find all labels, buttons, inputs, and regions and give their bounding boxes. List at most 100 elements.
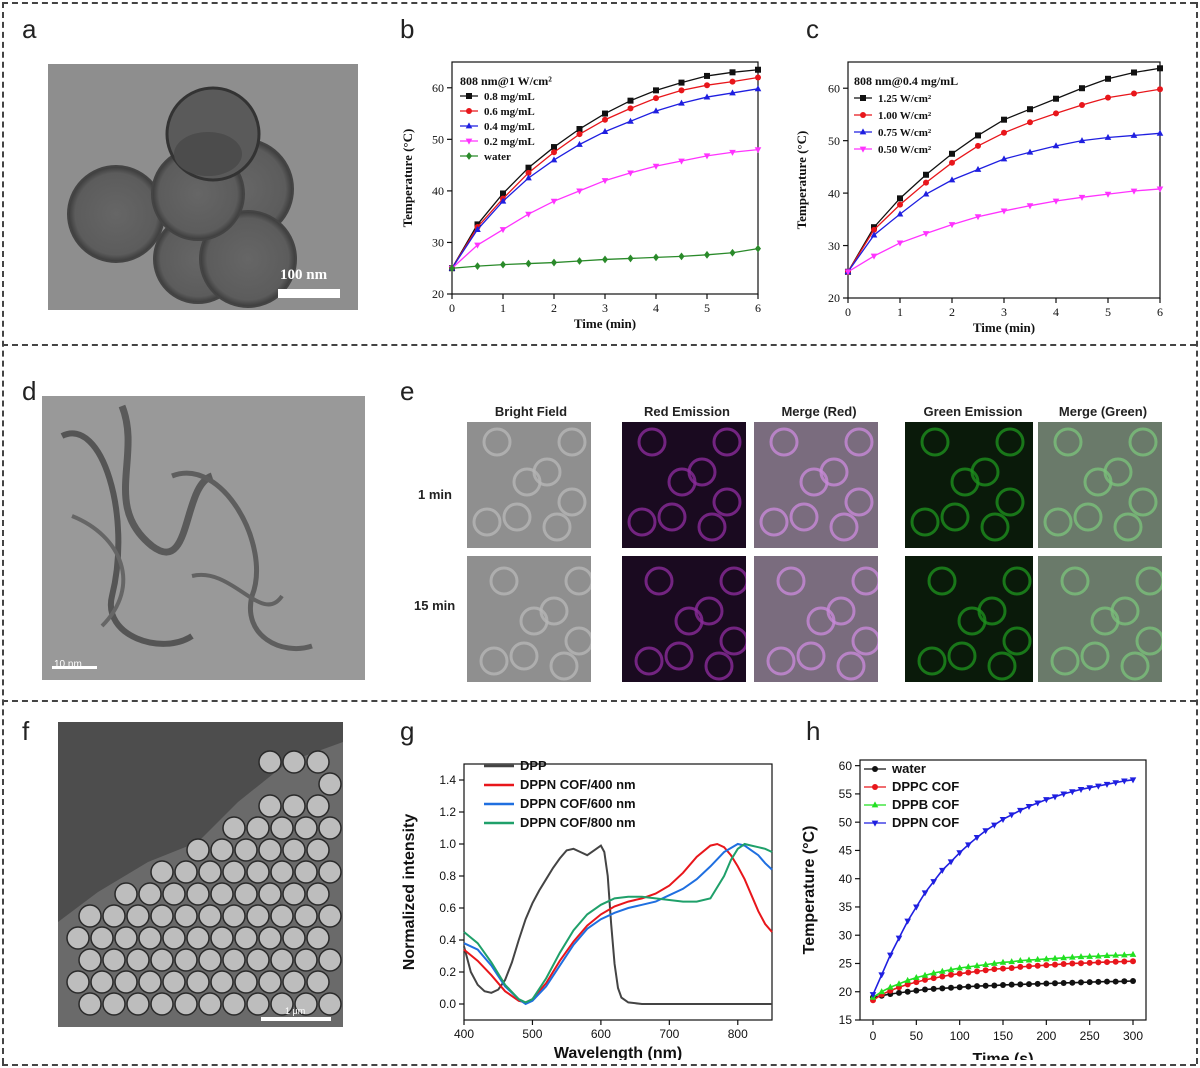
row-label-15-min: 15 min xyxy=(414,598,456,613)
legend-label: 1.25 W/cm² xyxy=(878,93,932,105)
y-tick-label: 45 xyxy=(839,844,853,858)
sem-sphere xyxy=(282,750,306,774)
cell xyxy=(1128,427,1158,457)
sem-sphere xyxy=(186,882,210,906)
data-point xyxy=(939,985,946,992)
data-point xyxy=(1043,797,1050,804)
cell xyxy=(1080,641,1110,671)
data-point xyxy=(1027,106,1033,113)
cell xyxy=(980,512,1010,542)
panel-letter-a: a xyxy=(22,14,37,44)
col-label-green-emission: Green Emission xyxy=(923,404,1023,419)
data-point xyxy=(975,142,981,149)
cell xyxy=(776,566,806,596)
data-point xyxy=(1025,803,1033,810)
cell xyxy=(637,427,667,457)
sem-sphere xyxy=(78,992,102,1016)
data-point xyxy=(1052,980,1058,987)
data-point xyxy=(896,240,904,247)
cell xyxy=(851,626,878,656)
y-tick-label: 30 xyxy=(828,239,840,253)
y-tick-label: 30 xyxy=(839,928,853,942)
sem-sphere xyxy=(138,970,162,994)
data-point xyxy=(754,85,762,92)
cell xyxy=(667,467,697,497)
legend-label: 0.4 mg/mL xyxy=(484,121,535,133)
data-point xyxy=(1157,86,1163,93)
cell xyxy=(664,641,694,671)
x-tick-label: 4 xyxy=(1053,305,1059,319)
data-point xyxy=(678,99,685,106)
data-point xyxy=(1000,965,1006,972)
data-point xyxy=(999,958,1007,965)
data-point xyxy=(1078,194,1086,201)
sem-spheres-drawing xyxy=(58,722,343,1027)
data-point xyxy=(474,262,481,271)
data-point xyxy=(991,966,998,973)
data-point xyxy=(844,269,852,276)
legend-label: DPPC COF xyxy=(892,779,959,794)
x-tick-label: 400 xyxy=(454,1027,474,1041)
data-point xyxy=(878,972,885,979)
legend-label: DPPN COF/800 nm xyxy=(520,815,636,830)
y-axis-label: Normalized intensity xyxy=(401,814,418,971)
cell xyxy=(789,502,819,532)
legend-label: 0.8 mg/mL xyxy=(484,91,535,103)
col-label-red-emission: Red Emission xyxy=(644,404,730,419)
legend-label: 0.75 W/cm² xyxy=(878,127,932,139)
data-point xyxy=(975,132,981,139)
data-point xyxy=(922,231,930,238)
data-point xyxy=(1130,958,1136,965)
data-point xyxy=(1086,959,1093,966)
sem-sphere xyxy=(234,926,258,950)
data-point xyxy=(525,169,532,176)
y-tick-label: 0.4 xyxy=(439,933,456,947)
y-tick-label: 50 xyxy=(839,815,853,829)
sem-sphere xyxy=(246,860,270,884)
sem-sphere xyxy=(258,750,282,774)
cell xyxy=(987,651,1017,681)
x-tick-label: 6 xyxy=(1157,305,1163,319)
sem-sphere xyxy=(114,970,138,994)
data-point xyxy=(1121,958,1128,965)
chart-g: 400 500 600 700 800 0.0 0.2 0.4 0.6 0.8 1.0 1.2 1.4 W… xyxy=(401,758,773,1060)
data-point xyxy=(653,95,659,102)
plot-area-frame xyxy=(463,763,773,1021)
legend-label: water xyxy=(484,151,511,163)
data-point xyxy=(1043,980,1050,987)
x-tick-label: 3 xyxy=(602,301,608,315)
confocal-image-0-1 xyxy=(467,556,591,682)
confocal-cells xyxy=(479,566,591,681)
cell xyxy=(1083,467,1113,497)
data-point xyxy=(1078,979,1084,986)
data-point xyxy=(948,176,956,183)
sem-sphere xyxy=(270,904,294,928)
data-point xyxy=(652,163,660,170)
scale-bar-label-a: 100 nm xyxy=(280,267,328,283)
cell xyxy=(512,467,542,497)
confocal-image-4-0 xyxy=(1038,422,1162,548)
legend-label: DPPN COF xyxy=(892,815,959,830)
sem-sphere xyxy=(246,816,270,840)
sem-sphere xyxy=(174,860,198,884)
data-point xyxy=(627,105,634,112)
data-point xyxy=(1130,131,1138,138)
panel-letter-f: f xyxy=(22,716,30,746)
data-point xyxy=(1079,102,1085,109)
data-point xyxy=(1069,789,1076,796)
sem-sphere xyxy=(138,882,162,906)
data-point xyxy=(870,253,878,260)
legend-marker xyxy=(871,820,879,827)
cell xyxy=(482,427,512,457)
x-tick-label: 2 xyxy=(949,305,955,319)
data-point xyxy=(1043,962,1050,969)
y-tick-label: 20 xyxy=(432,287,444,301)
data-point xyxy=(449,264,455,273)
sem-sphere xyxy=(270,860,294,884)
data-point xyxy=(499,227,507,234)
data-point xyxy=(1131,69,1137,76)
panel-letter-h: h xyxy=(806,716,821,746)
cell xyxy=(836,651,866,681)
data-point xyxy=(949,150,955,157)
cell xyxy=(910,507,940,537)
